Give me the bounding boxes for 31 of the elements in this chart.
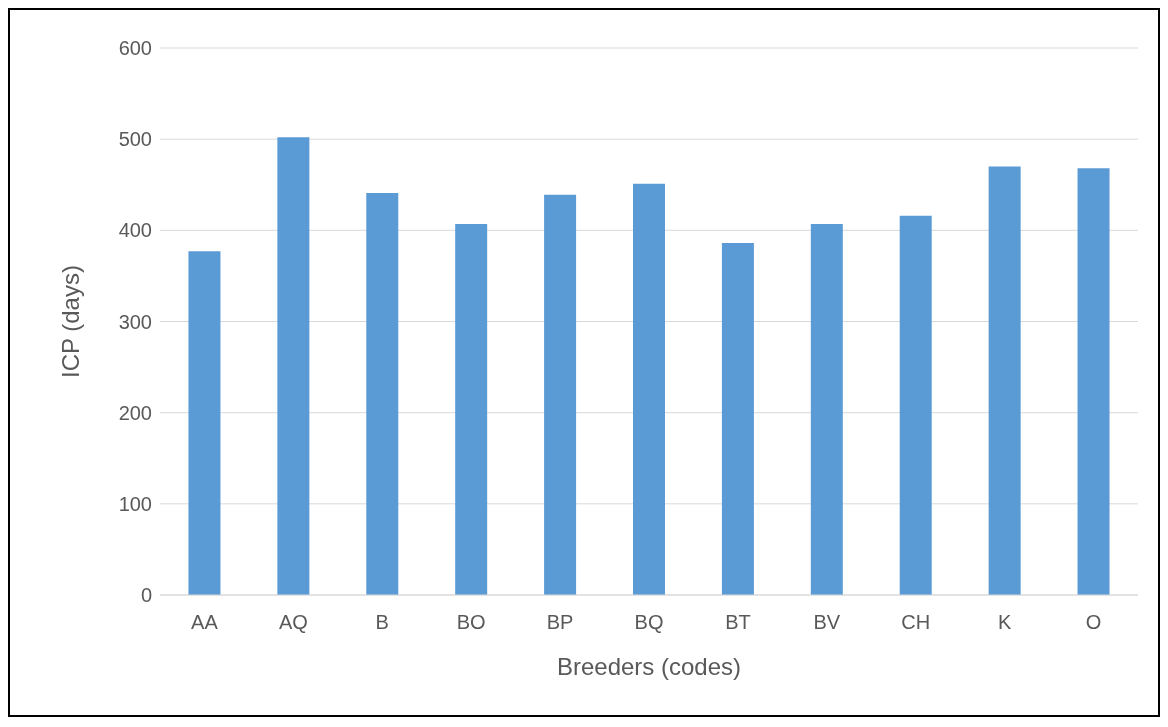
y-tick-label: 200: [118, 401, 152, 424]
x-tick-label: AA: [191, 611, 219, 634]
y-tick-label: 400: [118, 219, 152, 242]
x-tick-label: BO: [456, 611, 486, 634]
bar: [277, 137, 310, 595]
x-tick-label: AQ: [278, 611, 308, 634]
x-axis-title: Breeders (codes): [556, 653, 742, 680]
bar: [366, 192, 399, 595]
bar: [899, 215, 932, 595]
x-tick-label: CH: [901, 611, 931, 634]
x-tick-label: O: [1085, 611, 1102, 634]
x-tick-label: BT: [725, 611, 751, 634]
x-tick-label: BQ: [634, 611, 664, 634]
bar: [455, 223, 488, 595]
x-tick-label: BV: [813, 611, 841, 634]
bar: [988, 166, 1021, 595]
x-tick-label: B: [375, 611, 389, 634]
y-tick-label: 300: [118, 310, 152, 333]
bar: [544, 194, 577, 595]
y-tick-label: 500: [118, 128, 152, 151]
y-tick-label: 0: [140, 584, 152, 607]
y-tick-label: 100: [118, 492, 152, 515]
x-tick-label: K: [997, 611, 1012, 634]
bar: [721, 243, 754, 595]
x-tick-label: BP: [546, 611, 574, 634]
bar: [633, 183, 665, 595]
bar: [1077, 168, 1110, 595]
bar: [810, 223, 843, 595]
y-axis-title: ICP (days): [56, 265, 84, 378]
bar: [188, 251, 221, 595]
y-tick-label: 600: [118, 37, 152, 60]
